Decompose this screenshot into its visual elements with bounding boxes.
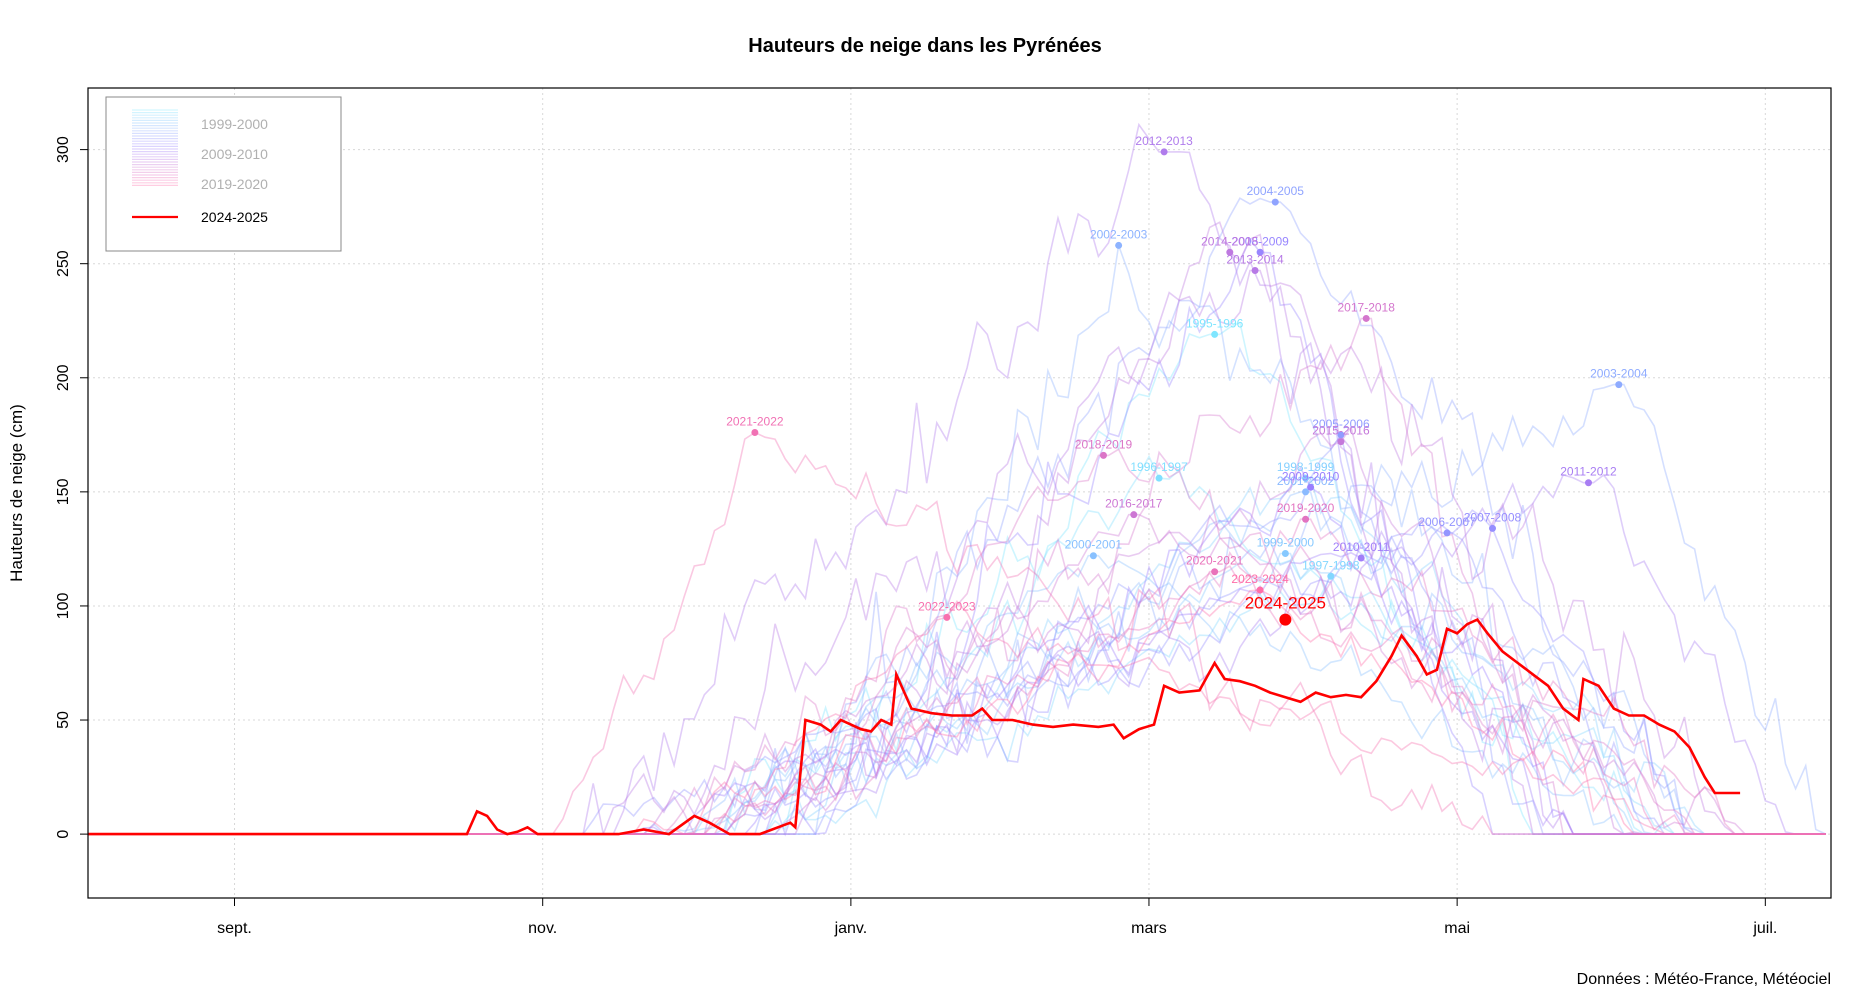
peak-label-2007-2008: 2007-2008 (1464, 510, 1522, 524)
peak-label-1998-1999: 1998-1999 (1277, 460, 1335, 474)
peak-label-1997-1998: 1997-1998 (1302, 558, 1360, 572)
y-axis-label: Hauteurs de neige (cm) (7, 404, 26, 582)
x-tick-label: nov. (528, 920, 557, 937)
peak-marker-2012-2013 (1160, 148, 1168, 156)
peak-label-2013-2014: 2013-2014 (1226, 253, 1284, 267)
peak-marker-2008-2009 (1256, 248, 1264, 256)
x-tick-label: mars (1131, 920, 1167, 937)
legend-entry-2009-2010: 2009-2010 (201, 146, 268, 162)
peak-label-2005-2006: 2005-2006 (1312, 417, 1370, 431)
peak-label-2015-2016: 2015-2016 (1312, 424, 1370, 438)
x-axis: sept. nov. janv. mars mai juil. (217, 898, 1777, 937)
peak-label-2018-2019: 2018-2019 (1075, 437, 1133, 451)
peak-marker-2001-2002 (1302, 488, 1310, 496)
legend-box (105, 96, 342, 252)
y-tick-label: 300 (55, 136, 72, 163)
chart-title: Hauteurs de neige dans les Pyrénées (748, 35, 1102, 57)
season-line-2015-2016 (88, 425, 1826, 835)
peak-marker-2010-2011 (1357, 554, 1365, 562)
peak-marker-2018-2019 (1099, 451, 1107, 459)
peak-label-2002-2003: 2002-2003 (1090, 227, 1148, 241)
peak-marker-2009-2010 (1307, 483, 1315, 491)
x-tick-label: janv. (834, 920, 868, 937)
peak-marker-2000-2001 (1089, 552, 1097, 560)
peak-label-2000-2001: 2000-2001 (1065, 538, 1123, 552)
season-line-1996-1997 (88, 454, 1826, 835)
peak-marker-2014-2015 (1226, 248, 1234, 256)
data-source-caption: Données : Météo-France, Météociel (1577, 971, 1831, 988)
peak-label-2011-2012: 2011-2012 (1560, 465, 1617, 479)
y-tick-label: 0 (55, 830, 72, 839)
peak-marker-2005-2006 (1337, 431, 1345, 439)
peak-marker-2022-2023 (943, 613, 951, 621)
past-season-lines (88, 122, 1827, 837)
season-line-2021-2022 (88, 431, 1826, 835)
peak-marker-2016-2017 (1130, 511, 1138, 519)
x-tick-label: mai (1444, 920, 1470, 937)
peak-marker-2023-2024 (1256, 586, 1264, 594)
past-season-peaks: 1995-1996 1996-1997 1997-1998 1998-1999 1999… (726, 134, 1648, 621)
peak-marker-1998-1999 (1302, 474, 1310, 482)
peak-label-2022-2023: 2022-2023 (918, 599, 976, 613)
x-tick-label: sept. (217, 920, 252, 937)
y-axis: 0 50 100 150 200 250 300 (55, 136, 88, 839)
peak-label-2023-2024: 2023-2024 (1231, 572, 1289, 586)
peak-label-2001-2002: 2001-2002 (1277, 474, 1335, 488)
peak-marker-1996-1997 (1155, 474, 1163, 482)
peak-marker-2015-2016 (1337, 438, 1345, 446)
peak-label-2020-2021: 2020-2021 (1186, 554, 1244, 568)
peak-marker-1995-1996 (1211, 330, 1219, 338)
peak-marker-2002-2003 (1115, 241, 1123, 249)
y-tick-label: 150 (55, 478, 72, 505)
season-line-2005-2006 (88, 432, 1826, 835)
y-tick-label: 250 (55, 250, 72, 277)
y-tick-label: 100 (55, 592, 72, 619)
current-peak-marker (1279, 613, 1292, 626)
peak-marker-2007-2008 (1489, 524, 1497, 532)
peak-label-2016-2017: 2016-2017 (1105, 497, 1163, 511)
peak-label-2017-2018: 2017-2018 (1338, 300, 1396, 314)
peak-label-2008-2009: 2008-2009 (1231, 234, 1289, 248)
peak-marker-2006-2007 (1443, 529, 1451, 537)
peak-marker-2020-2021 (1211, 568, 1219, 576)
season-line-2008-2009 (88, 237, 1826, 837)
peak-label-1996-1997: 1996-1997 (1130, 460, 1188, 474)
y-tick-label: 200 (55, 364, 72, 391)
peak-marker-2013-2014 (1251, 267, 1259, 275)
peak-marker-2003-2004 (1615, 381, 1623, 389)
legend-entry-2019-2020: 2019-2020 (201, 176, 268, 192)
peak-label-2004-2005: 2004-2005 (1247, 184, 1305, 198)
season-line-2014-2015 (88, 221, 1826, 835)
peak-marker-2004-2005 (1271, 198, 1279, 206)
peak-label-2012-2013: 2012-2013 (1135, 134, 1193, 148)
peak-marker-2011-2012 (1584, 479, 1592, 487)
grid (88, 88, 1831, 898)
peak-label-2019-2020: 2019-2020 (1277, 501, 1335, 515)
peak-marker-2019-2020 (1302, 515, 1310, 523)
current-season-line-group: 2024-2025 (88, 594, 1741, 836)
y-tick-label: 50 (55, 711, 72, 729)
peak-label-2021-2022: 2021-2022 (726, 415, 784, 429)
peak-marker-1999-2000 (1281, 549, 1289, 557)
peak-label-2003-2004: 2003-2004 (1590, 367, 1648, 381)
plot-frame (87, 87, 1832, 899)
legend-entry-1999-2000: 1999-2000 (201, 116, 268, 132)
current-season-line (88, 617, 1741, 836)
peak-marker-1997-1998 (1327, 572, 1335, 580)
peak-marker-2017-2018 (1362, 314, 1370, 322)
legend: 1999-2000 2009-2010 2019-2020 2024-2025 (105, 96, 342, 252)
peak-label-2014-2015: 2014-2015 (1201, 234, 1259, 248)
current-peak-label: 2024-2025 (1245, 594, 1326, 613)
peak-label-2010-2011: 2010-2011 (1333, 540, 1390, 554)
peak-label-1995-1996: 1995-1996 (1186, 316, 1244, 330)
legend-entry-2024-2025: 2024-2025 (201, 209, 268, 225)
peak-label-1999-2000: 1999-2000 (1257, 535, 1315, 549)
peak-label-2009-2010: 2009-2010 (1282, 469, 1340, 483)
x-tick-label: juil. (1752, 920, 1777, 937)
season-line-2002-2003 (88, 245, 1826, 835)
peak-marker-2021-2022 (751, 429, 759, 437)
peak-label-2006-2007: 2006-2007 (1418, 515, 1476, 529)
